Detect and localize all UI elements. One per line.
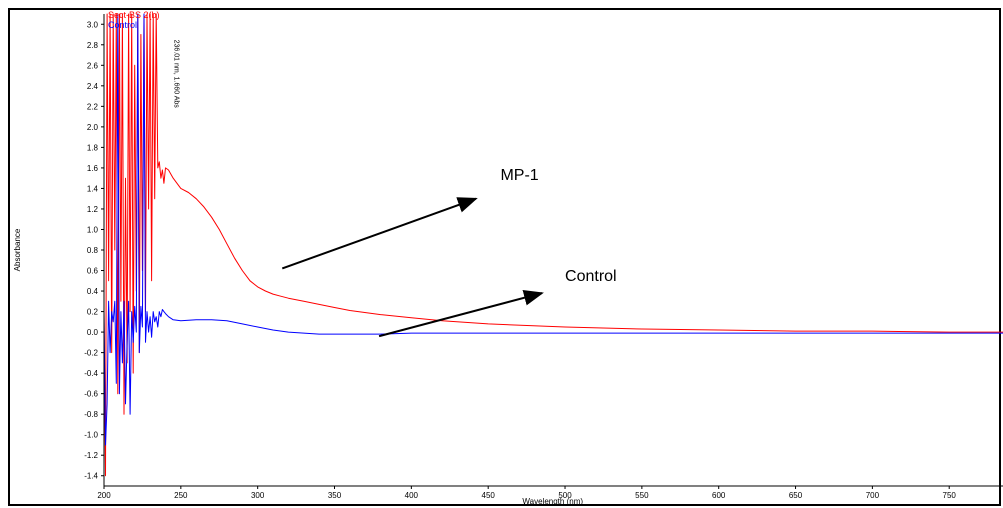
y-tick-label: 1.8 (87, 143, 99, 152)
y-tick-label: -0.4 (84, 369, 98, 378)
y-tick-label: -0.8 (84, 410, 98, 419)
x-tick-label: 550 (635, 491, 649, 500)
x-tick-label: 450 (482, 491, 496, 500)
series-line-control (103, 13, 1003, 446)
control-annotation: Control (565, 268, 617, 285)
y-tick-label: 2.2 (87, 102, 99, 111)
x-tick-label: 600 (712, 491, 726, 500)
x-tick-label: 200 (97, 491, 111, 500)
x-tick-label: 300 (251, 491, 265, 500)
y-tick-label: 0.8 (87, 246, 99, 255)
x-tick-label: 650 (789, 491, 803, 500)
y-tick-label: -0.2 (84, 349, 98, 358)
x-tick-label: 500 (558, 491, 572, 500)
x-tick-label: 750 (943, 491, 957, 500)
y-tick-label: 1.2 (87, 205, 99, 214)
y-tick-label: 0.6 (87, 267, 99, 276)
y-tick-label: -1.4 (84, 472, 98, 481)
y-tick-label: 2.4 (87, 82, 99, 91)
y-tick-label: 0.0 (87, 328, 99, 337)
legend-entry: Control (108, 20, 137, 30)
x-axis-title: Wavelength (nm) (522, 497, 583, 506)
mp1-arrow (281, 197, 478, 270)
mp1-annotation: MP-1 (500, 167, 538, 184)
x-tick-label: 700 (866, 491, 880, 500)
y-tick-label: 0.2 (87, 308, 99, 317)
y-tick-label: 2.6 (87, 61, 99, 70)
y-tick-label: 1.4 (87, 184, 99, 193)
x-tick-label: 250 (174, 491, 188, 500)
control-arrow (378, 289, 544, 338)
y-tick-label: 3.0 (87, 20, 99, 29)
peak-label: 236.01 nm, 1.660 Abs (172, 40, 179, 109)
y-axis-title: Absorbance (13, 228, 22, 271)
x-tick-label: 400 (405, 491, 419, 500)
legend-entry: Sect-BS 2(b) (108, 10, 160, 20)
y-tick-label: -0.6 (84, 390, 98, 399)
y-tick-label: 1.6 (87, 164, 99, 173)
series-line-mp1 (103, 13, 1003, 477)
absorbance-chart: 3.0 2.8 2.6 2.4 2.2 2.0 1.8 1.6 1.4 1.2 1.0 0.8 0.6 0… (13, 10, 1003, 506)
y-tick-label: 2.8 (87, 41, 99, 50)
y-tick-label: 2.0 (87, 123, 99, 132)
y-tick-label: 0.4 (87, 287, 99, 296)
chart-frame: 3.0 2.8 2.6 2.4 2.2 2.0 1.8 1.6 1.4 1.2 1.0 0.8 0.6 0… (8, 8, 1003, 506)
y-tick-label: 1.0 (87, 225, 99, 234)
y-tick-label: -1.2 (84, 451, 98, 460)
y-tick-label: -1.0 (84, 431, 98, 440)
x-tick-label: 350 (328, 491, 342, 500)
